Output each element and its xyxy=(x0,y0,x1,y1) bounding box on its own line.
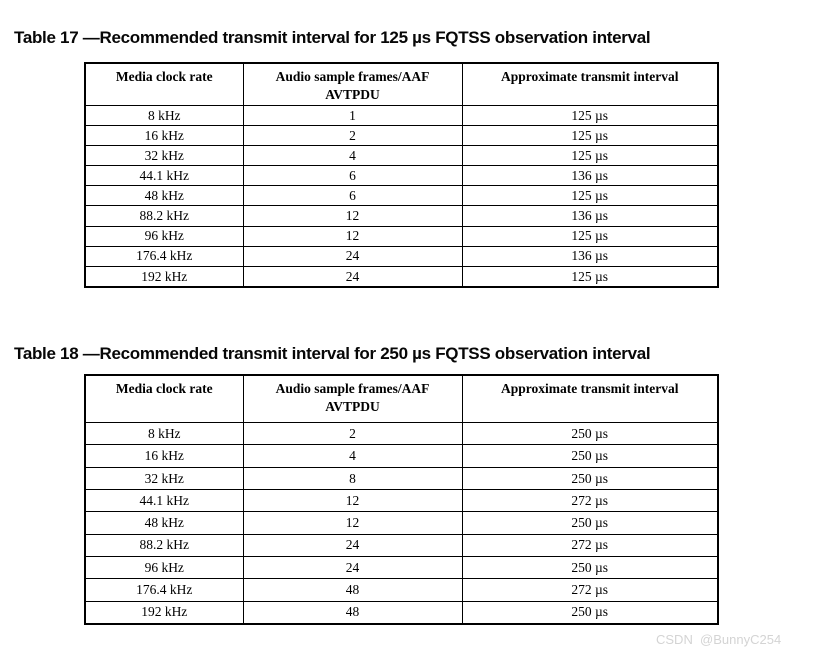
table-cell: 96 kHz xyxy=(84,225,244,247)
table-cell: 250 µs xyxy=(461,555,719,580)
table-row: 44.1 kHz 6 136 µs xyxy=(84,165,719,187)
column-header-media-clock-rate: Media clock rate xyxy=(84,62,244,106)
table-row: 16 kHz 4 250 µs xyxy=(84,444,719,468)
column-header-media-clock-rate: Media clock rate xyxy=(84,374,244,423)
table-cell: 2 xyxy=(242,421,463,446)
table-cell: 125 µs xyxy=(461,185,719,207)
table-cell: 192 kHz xyxy=(84,600,244,625)
table-row: 192 kHz 48 250 µs xyxy=(84,600,719,625)
table-18-body: 8 kHz 2 250 µs 16 kHz 4 250 µs 32 kHz 8 250 µs 44… xyxy=(84,421,719,625)
table-cell: 272 µs xyxy=(461,488,719,513)
table-18: Media clock rate Audio sample frames/AAF… xyxy=(84,374,719,625)
table-cell: 250 µs xyxy=(461,466,719,490)
table-cell: 250 µs xyxy=(461,600,719,625)
table-row: 32 kHz 8 250 µs xyxy=(84,466,719,490)
table-cell: 125 µs xyxy=(461,145,719,167)
table-cell: 24 xyxy=(242,265,463,288)
table-row: 96 kHz 24 250 µs xyxy=(84,555,719,580)
table-cell: 272 µs xyxy=(461,533,719,557)
table-cell: 24 xyxy=(242,555,463,580)
table-cell: 44.1 kHz xyxy=(84,165,244,187)
table-cell: 136 µs xyxy=(461,165,719,187)
table-cell: 192 kHz xyxy=(84,265,244,288)
table-cell: 48 xyxy=(242,578,463,602)
table-cell: 250 µs xyxy=(461,421,719,446)
table-cell: 88.2 kHz xyxy=(84,205,244,227)
table-cell: 44.1 kHz xyxy=(84,488,244,513)
watermark: CSDN @BunnyC254 xyxy=(656,632,782,647)
table-cell: 250 µs xyxy=(461,444,719,468)
table-cell: 125 µs xyxy=(461,104,719,127)
table-header-row: Media clock rate Audio sample frames/AAF… xyxy=(84,62,719,106)
table-17: Media clock rate Audio sample frames/AAF… xyxy=(84,62,719,288)
table-cell: 2 xyxy=(242,125,463,147)
table-cell: 12 xyxy=(242,205,463,227)
table-cell: 272 µs xyxy=(461,578,719,602)
table-row: 88.2 kHz 24 272 µs xyxy=(84,533,719,557)
column-header-audio-sample-frames: Audio sample frames/AAF AVTPDU xyxy=(242,62,463,106)
table-cell: 125 µs xyxy=(461,225,719,247)
column-header-approximate-transmit-interval: Approximate transmit interval xyxy=(461,62,719,106)
table-18-header: Media clock rate Audio sample frames/AAF… xyxy=(84,374,719,423)
table-cell: 12 xyxy=(242,511,463,535)
table-cell: 32 kHz xyxy=(84,466,244,490)
table-row: 88.2 kHz 12 136 µs xyxy=(84,205,719,227)
table-cell: 48 kHz xyxy=(84,511,244,535)
table-cell: 8 kHz xyxy=(84,421,244,446)
table-cell: 24 xyxy=(242,245,463,267)
table-row: 16 kHz 2 125 µs xyxy=(84,125,719,147)
table-cell: 125 µs xyxy=(461,265,719,288)
table-row: 176.4 kHz 24 136 µs xyxy=(84,245,719,267)
table-row: 44.1 kHz 12 272 µs xyxy=(84,488,719,513)
table-cell: 176.4 kHz xyxy=(84,578,244,602)
table-row: 176.4 kHz 48 272 µs xyxy=(84,578,719,602)
table-cell: 48 kHz xyxy=(84,185,244,207)
table-18-title: Table 18 —Recommended transmit interval … xyxy=(14,344,651,363)
table-row: 8 kHz 1 125 µs xyxy=(84,104,719,127)
table-17-title: Table 17 —Recommended transmit interval … xyxy=(14,28,651,47)
table-row: 32 kHz 4 125 µs xyxy=(84,145,719,167)
table-row: 48 kHz 12 250 µs xyxy=(84,511,719,535)
table-cell: 8 kHz xyxy=(84,104,244,127)
table-cell: 1 xyxy=(242,104,463,127)
column-header-audio-sample-frames: Audio sample frames/AAF AVTPDU xyxy=(242,374,463,423)
table-17-body: 8 kHz 1 125 µs 16 kHz 2 125 µs 32 kHz 4 125 µs 44… xyxy=(84,104,719,288)
table-cell: 250 µs xyxy=(461,511,719,535)
table-cell: 16 kHz xyxy=(84,444,244,468)
table-cell: 136 µs xyxy=(461,205,719,227)
table-cell: 88.2 kHz xyxy=(84,533,244,557)
table-cell: 8 xyxy=(242,466,463,490)
table-header-row: Media clock rate Audio sample frames/AAF… xyxy=(84,374,719,423)
column-header-approximate-transmit-interval: Approximate transmit interval xyxy=(461,374,719,423)
table-17-header: Media clock rate Audio sample frames/AAF… xyxy=(84,62,719,106)
table-cell: 12 xyxy=(242,488,463,513)
table-cell: 6 xyxy=(242,165,463,187)
table-row: 192 kHz 24 125 µs xyxy=(84,265,719,288)
table-cell: 4 xyxy=(242,145,463,167)
table-row: 48 kHz 6 125 µs xyxy=(84,185,719,207)
table-cell: 48 xyxy=(242,600,463,625)
table-row: 96 kHz 12 125 µs xyxy=(84,225,719,247)
table-row: 8 kHz 2 250 µs xyxy=(84,421,719,446)
table-cell: 24 xyxy=(242,533,463,557)
table-cell: 32 kHz xyxy=(84,145,244,167)
table-cell: 4 xyxy=(242,444,463,468)
table-cell: 176.4 kHz xyxy=(84,245,244,267)
table-cell: 96 kHz xyxy=(84,555,244,580)
table-cell: 16 kHz xyxy=(84,125,244,147)
table-cell: 125 µs xyxy=(461,125,719,147)
table-cell: 12 xyxy=(242,225,463,247)
table-cell: 136 µs xyxy=(461,245,719,267)
table-cell: 6 xyxy=(242,185,463,207)
